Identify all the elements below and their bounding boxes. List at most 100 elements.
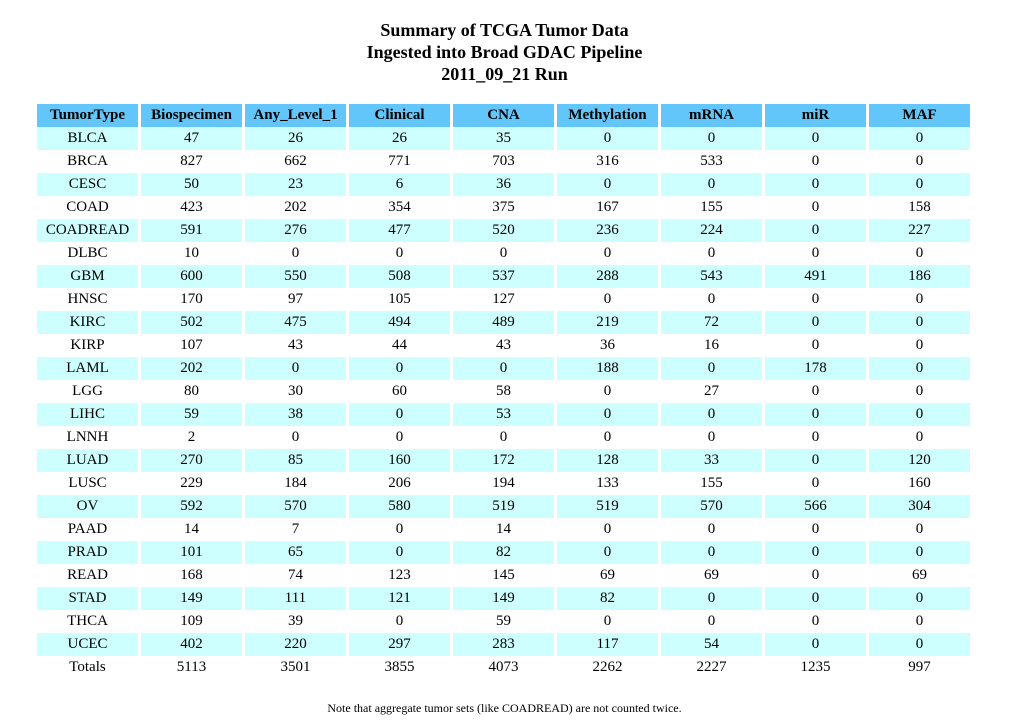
table-cell: 109 <box>180 613 203 629</box>
table-cell: 236 <box>557 219 658 242</box>
table-cell: 0 <box>707 291 716 307</box>
table-cell: 0 <box>765 587 866 610</box>
totals-cell: 1235 <box>800 659 831 675</box>
table-cell: 59 <box>141 403 242 426</box>
table-cell: 566 <box>765 495 866 518</box>
table-cell: 120 <box>869 449 970 472</box>
table-cell: 0 <box>765 633 866 656</box>
table-cell: 297 <box>349 633 450 656</box>
table-cell: 0 <box>349 541 450 564</box>
table-row: GBM 600 550 508 537 288 543 491 186 <box>37 265 970 288</box>
table-cell: 0 <box>811 199 820 215</box>
table-cell: 105 <box>388 291 411 307</box>
table-row: LUAD 270 85 160 172 128 33 0 120 <box>37 449 970 472</box>
table-cell: 0 <box>245 357 346 380</box>
table-cell: 0 <box>349 403 450 426</box>
table-cell: 0 <box>603 291 612 307</box>
table-cell: 402 <box>141 633 242 656</box>
table-row: CESC 50 23 6 36 0 0 0 0 <box>37 173 970 196</box>
table-cell: 0 <box>869 311 970 334</box>
table-cell: 206 <box>388 475 411 491</box>
table-cell: 288 <box>557 265 658 288</box>
table-cell: 123 <box>388 567 411 583</box>
table-cell: 107 <box>180 337 203 353</box>
column-header-cna: CNA <box>453 104 554 127</box>
table-cell: 316 <box>596 153 619 169</box>
table-cell: 33 <box>661 449 762 472</box>
table-row: READ 168 74 123 145 69 69 0 69 <box>37 564 970 587</box>
tumor-type-cell: PRAD <box>37 541 138 564</box>
table-cell: 82 <box>453 541 554 564</box>
table-cell: 0 <box>811 337 820 353</box>
table-header-row: TumorType Biospecimen Any_Level_1 Clinical C… <box>37 104 970 127</box>
table-cell: 543 <box>661 265 762 288</box>
table-cell: 43 <box>288 337 303 353</box>
table-cell: 160 <box>349 449 450 472</box>
tumor-type-cell: LIHC <box>37 403 138 426</box>
page-title: Summary of TCGA Tumor Data Ingested into… <box>0 19 1009 85</box>
table-cell: 23 <box>245 173 346 196</box>
table-cell: 0 <box>915 245 924 261</box>
table-cell: 0 <box>603 429 612 445</box>
table-cell: 170 <box>180 291 203 307</box>
table-cell: 0 <box>603 245 612 261</box>
table-cell: 168 <box>180 567 203 583</box>
table-row: LIHC 59 38 0 53 0 0 0 0 <box>37 403 970 426</box>
table-cell: 0 <box>811 429 820 445</box>
table-cell: 502 <box>141 311 242 334</box>
tumor-type-cell: PAAD <box>67 521 108 537</box>
table-cell: 0 <box>603 383 612 399</box>
table-cell: 133 <box>596 475 619 491</box>
table-cell: 375 <box>492 199 515 215</box>
table-row: COAD 423 202 354 375 167 155 0 158 <box>37 196 970 219</box>
table-cell: 194 <box>492 475 515 491</box>
table-cell: 0 <box>811 567 820 583</box>
column-header-biospecimen: Biospecimen <box>141 104 242 127</box>
table-cell: 0 <box>557 403 658 426</box>
table-cell: 149 <box>453 587 554 610</box>
table-cell: 39 <box>288 613 303 629</box>
table-cell: 53 <box>453 403 554 426</box>
table-cell: 219 <box>557 311 658 334</box>
tumor-type-cell: KIRP <box>70 337 105 353</box>
tumor-type-cell: UCEC <box>37 633 138 656</box>
table-cell: 0 <box>915 337 924 353</box>
table-cell: 60 <box>392 383 407 399</box>
footnote: Note that aggregate tumor sets (like COA… <box>327 701 682 715</box>
table-cell: 0 <box>453 357 554 380</box>
table-cell: 44 <box>392 337 407 353</box>
tumor-type-cell: LUSC <box>68 475 107 491</box>
table-cell: 0 <box>765 127 866 150</box>
table-cell: 0 <box>395 613 404 629</box>
tumor-type-cell: DLBC <box>67 245 108 261</box>
table-cell: 0 <box>869 541 970 564</box>
table-cell: 519 <box>453 495 554 518</box>
table-cell: 0 <box>915 383 924 399</box>
table-cell: 16 <box>704 337 719 353</box>
table-cell: 0 <box>557 541 658 564</box>
table-cell: 0 <box>557 173 658 196</box>
table-cell: 0 <box>395 245 404 261</box>
table-cell: 0 <box>661 127 762 150</box>
table-cell: 0 <box>395 521 404 537</box>
table-cell: 537 <box>453 265 554 288</box>
table-cell: 0 <box>557 127 658 150</box>
tumor-type-cell: COADREAD <box>37 219 138 242</box>
table-cell: 0 <box>811 521 820 537</box>
table-cell: 74 <box>288 567 303 583</box>
totals-cell: 2227 <box>696 659 727 675</box>
totals-row: Totals 5113 3501 3855 4073 2262 2227 1235 997 <box>37 656 970 679</box>
table-cell: 519 <box>557 495 658 518</box>
tumor-type-cell: LNNH <box>66 429 109 445</box>
table-cell: 0 <box>661 541 762 564</box>
table-cell: 111 <box>245 587 346 610</box>
tumor-type-cell: STAD <box>37 587 138 610</box>
table-cell: 27 <box>704 383 719 399</box>
table-cell: 0 <box>765 311 866 334</box>
table-cell: 158 <box>908 199 931 215</box>
table-cell: 54 <box>661 633 762 656</box>
table-row: THCA 109 39 0 59 0 0 0 0 <box>37 610 970 633</box>
title-line-2: Ingested into Broad GDAC Pipeline <box>366 42 643 62</box>
table-cell: 550 <box>245 265 346 288</box>
table-cell: 0 <box>811 613 820 629</box>
